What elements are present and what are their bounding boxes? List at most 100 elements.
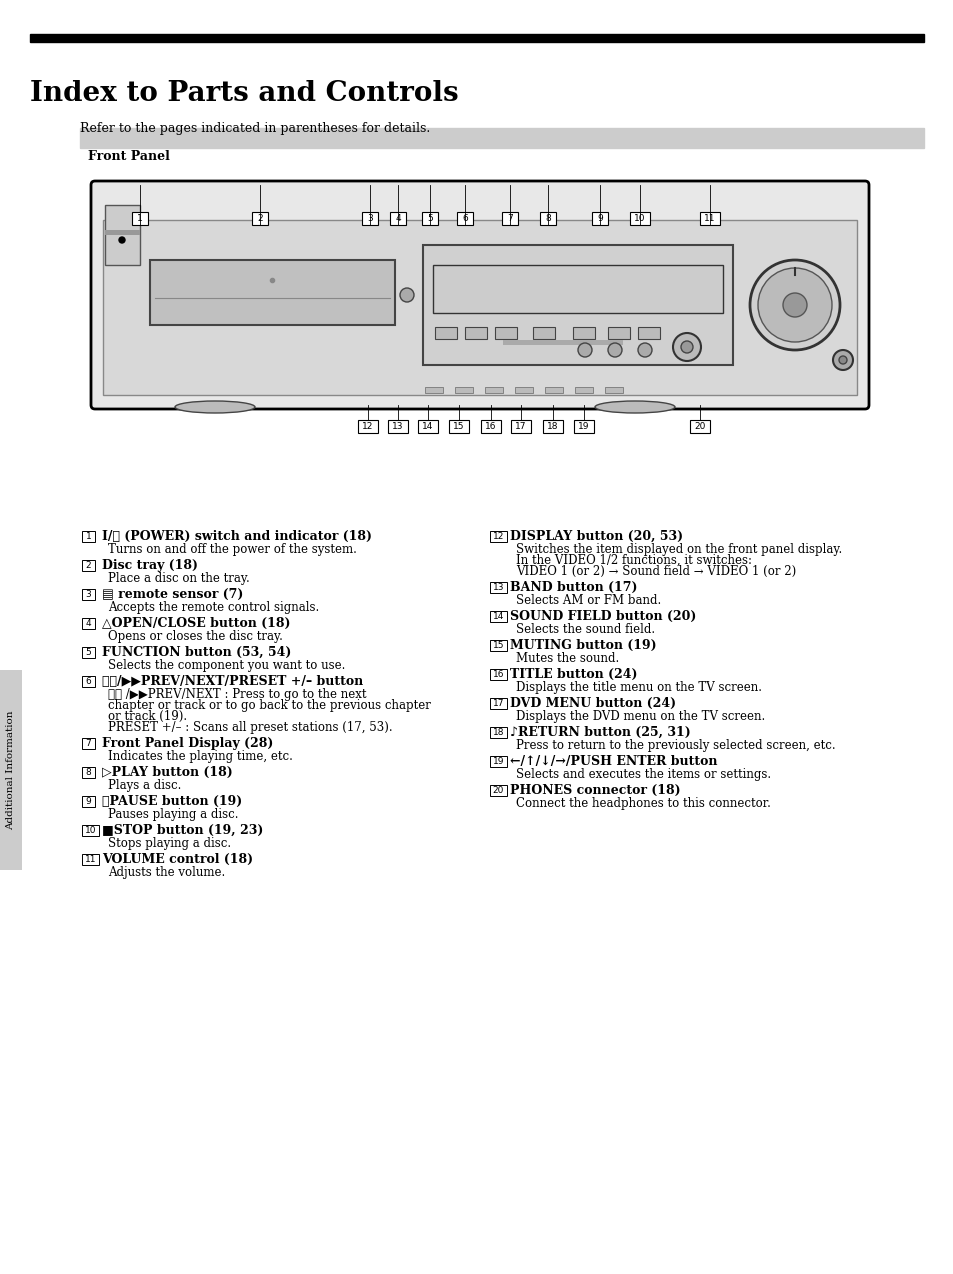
Text: Place a disc on the tray.: Place a disc on the tray. <box>108 572 250 585</box>
Text: 3: 3 <box>86 590 91 599</box>
Text: ⏸PAUSE button (19): ⏸PAUSE button (19) <box>102 795 242 808</box>
Bar <box>464 327 486 339</box>
Text: 3: 3 <box>367 214 373 223</box>
Text: Opens or closes the disc tray.: Opens or closes the disc tray. <box>108 631 283 643</box>
Bar <box>490 785 506 796</box>
Text: VIDEO 1 (or 2) → Sound field → VIDEO 1 (or 2): VIDEO 1 (or 2) → Sound field → VIDEO 1 (… <box>516 564 796 578</box>
Text: 19: 19 <box>493 757 504 766</box>
Text: Pauses playing a disc.: Pauses playing a disc. <box>108 808 238 820</box>
Text: 8: 8 <box>86 768 91 777</box>
Text: DISPLAY button (20, 53): DISPLAY button (20, 53) <box>510 530 682 543</box>
Bar <box>80 127 923 148</box>
Bar <box>700 211 720 225</box>
Text: 2: 2 <box>86 561 91 569</box>
Text: 10: 10 <box>85 826 96 834</box>
Text: △OPEN/CLOSE button (18): △OPEN/CLOSE button (18) <box>102 617 291 631</box>
Text: 15: 15 <box>453 422 464 431</box>
Bar <box>456 211 473 225</box>
FancyBboxPatch shape <box>150 260 395 325</box>
Text: 10: 10 <box>634 214 645 223</box>
Text: ▤ remote sensor (7): ▤ remote sensor (7) <box>102 589 243 601</box>
Text: 5: 5 <box>86 648 91 657</box>
Text: 9: 9 <box>86 798 91 806</box>
Text: 1: 1 <box>137 214 143 223</box>
Text: TITLE button (24): TITLE button (24) <box>510 668 637 682</box>
Bar <box>132 211 148 225</box>
Text: I/⏽ (POWER) switch and indicator (18): I/⏽ (POWER) switch and indicator (18) <box>102 530 372 543</box>
Bar <box>490 612 506 622</box>
Text: DVD MENU button (24): DVD MENU button (24) <box>510 697 676 710</box>
Bar <box>607 327 629 339</box>
Text: 15: 15 <box>493 641 504 650</box>
Bar <box>638 327 659 339</box>
Bar <box>539 211 556 225</box>
Text: 18: 18 <box>547 422 558 431</box>
Ellipse shape <box>595 401 675 413</box>
Bar <box>490 669 506 680</box>
Bar <box>82 618 95 629</box>
Text: 20: 20 <box>694 422 705 431</box>
Text: Selects the component you want to use.: Selects the component you want to use. <box>108 659 345 671</box>
Text: 19: 19 <box>578 422 589 431</box>
Bar <box>511 420 531 433</box>
Text: Index to Parts and Controls: Index to Parts and Controls <box>30 80 458 107</box>
Text: 17: 17 <box>515 422 526 431</box>
Text: 7: 7 <box>507 214 513 223</box>
Bar <box>422 245 732 364</box>
Bar <box>0 670 22 870</box>
Bar <box>82 854 99 865</box>
Text: ⧏⧏ /▶▶PREV/NEXT : Press to go to the next: ⧏⧏ /▶▶PREV/NEXT : Press to go to the nex… <box>108 688 366 701</box>
Bar <box>252 211 268 225</box>
Text: 14: 14 <box>493 612 503 620</box>
Text: Front Panel Display (28): Front Panel Display (28) <box>102 736 274 750</box>
Bar <box>388 420 408 433</box>
Bar <box>455 387 473 392</box>
Bar <box>424 387 442 392</box>
Bar <box>357 420 377 433</box>
Bar <box>82 796 95 806</box>
Bar <box>433 265 722 313</box>
Circle shape <box>578 343 592 357</box>
Circle shape <box>758 268 831 341</box>
Bar <box>449 420 469 433</box>
Text: or track (19).: or track (19). <box>108 710 187 724</box>
Text: 4: 4 <box>86 619 91 628</box>
Text: 18: 18 <box>493 727 504 736</box>
Bar <box>361 211 377 225</box>
Bar <box>421 211 437 225</box>
Text: Accepts the remote control signals.: Accepts the remote control signals. <box>108 601 319 614</box>
Bar <box>573 327 595 339</box>
Text: Indicates the playing time, etc.: Indicates the playing time, etc. <box>108 750 293 763</box>
Text: VOLUME control (18): VOLUME control (18) <box>102 854 253 866</box>
Text: PRESET +/– : Scans all preset stations (17, 53).: PRESET +/– : Scans all preset stations (… <box>108 721 393 734</box>
Bar <box>490 531 506 541</box>
Bar <box>575 387 593 392</box>
Text: ←/↑/↓/→/PUSH ENTER button: ←/↑/↓/→/PUSH ENTER button <box>510 755 717 768</box>
Text: Selects the sound field.: Selects the sound field. <box>516 623 655 636</box>
Bar <box>502 340 622 345</box>
Bar <box>544 387 562 392</box>
Bar <box>390 211 406 225</box>
Text: Refer to the pages indicated in parentheses for details.: Refer to the pages indicated in parenthe… <box>80 122 430 135</box>
Bar <box>82 647 95 657</box>
Text: Front Panel: Front Panel <box>88 150 170 163</box>
Circle shape <box>607 343 621 357</box>
Circle shape <box>749 260 840 350</box>
Text: 5: 5 <box>427 214 433 223</box>
Bar <box>515 387 533 392</box>
Bar <box>82 589 95 600</box>
Text: BAND button (17): BAND button (17) <box>510 581 637 594</box>
Bar <box>490 698 506 710</box>
Text: 6: 6 <box>86 676 91 685</box>
Text: Turns on and off the power of the system.: Turns on and off the power of the system… <box>108 543 356 555</box>
Text: 2: 2 <box>257 214 262 223</box>
Text: 7: 7 <box>86 739 91 748</box>
Bar <box>82 767 95 778</box>
Circle shape <box>838 355 846 364</box>
Text: Press to return to the previously selected screen, etc.: Press to return to the previously select… <box>516 739 835 752</box>
Text: FUNCTION button (53, 54): FUNCTION button (53, 54) <box>102 646 291 659</box>
Text: Plays a disc.: Plays a disc. <box>108 778 181 792</box>
Text: Selects AM or FM band.: Selects AM or FM band. <box>516 594 660 606</box>
Bar <box>574 420 594 433</box>
Text: ■STOP button (19, 23): ■STOP button (19, 23) <box>102 824 263 837</box>
